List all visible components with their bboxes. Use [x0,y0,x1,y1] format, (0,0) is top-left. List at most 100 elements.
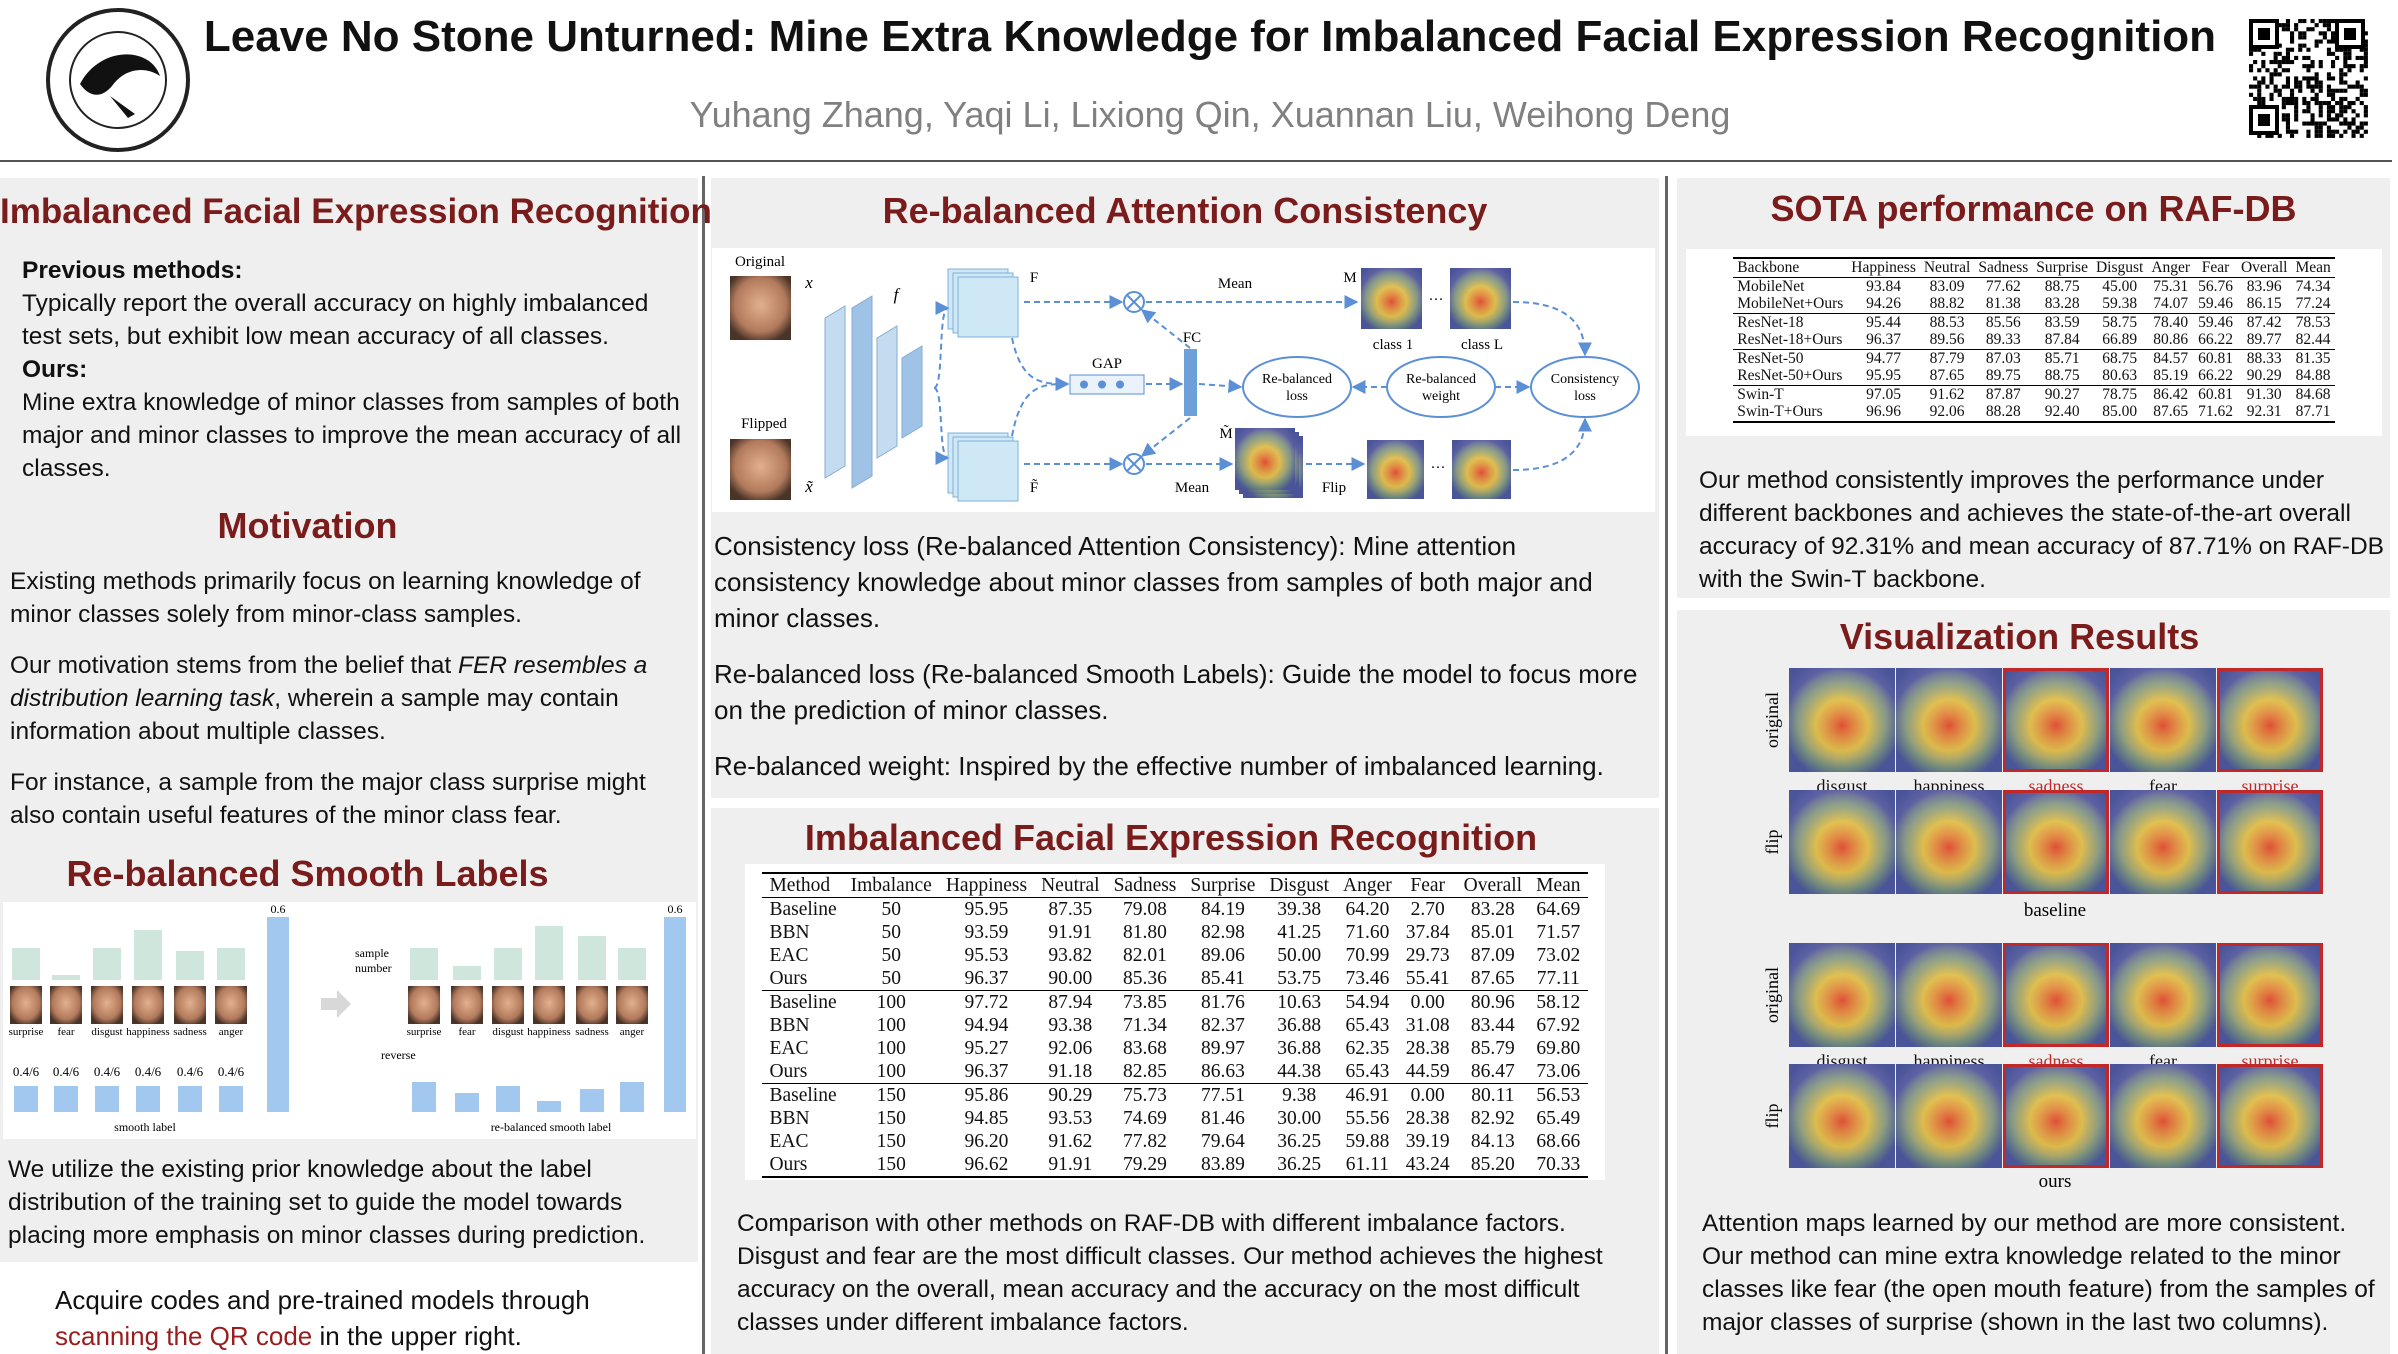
qr-module [2290,101,2295,106]
qr-module [2314,76,2319,81]
label-bar [136,1086,160,1112]
cell: 0.00 [1398,1083,1457,1107]
cell: 60.81 [2194,384,2237,403]
qr-module [2281,60,2286,65]
qr-module [2290,39,2295,44]
column-header: Backbone [1733,257,1848,278]
qr-module [2257,80,2262,85]
cell: 93.84 [1847,276,1920,295]
qr-module [2363,113,2368,118]
distribution-bar [494,948,522,980]
qr-module [2363,47,2368,52]
qr-module [2306,55,2311,60]
cell: 100 [843,990,939,1014]
cell: 44.38 [1277,1061,1322,1082]
attention-map [1789,668,1895,772]
diagram-label: Flipped [741,416,787,432]
cell: 83.59 [2032,312,2092,331]
table-row: Ours 100 96.37 91.18 82.85 86.63 44.38 65.43 44.… [762,1060,1587,1084]
qr-module [2351,133,2356,138]
diagram-label: loss [1574,389,1596,404]
row-label: flip [1762,1104,1782,1129]
attention-map [1361,268,1422,329]
qr-module [2249,64,2254,69]
qr-module [2322,121,2327,126]
qr-module [2363,88,2368,93]
cell: 80.11 [1456,1083,1530,1107]
gap-box [1069,374,1145,395]
qr-module [2326,113,2331,118]
qr-module [2318,105,2323,110]
qr-module [2343,72,2348,77]
qr-module [2249,47,2254,52]
cell: 37.84 [1405,922,1450,943]
qr-module [2318,113,2323,118]
attention-map [2217,790,2323,894]
cell: 65.49 [1536,1108,1581,1129]
qr-module [2351,121,2356,126]
qr-module [2310,27,2315,32]
table-row: MobileNet 93.84 83.09 77.62 88.75 45.00 75.31 5… [1733,276,2335,295]
qr-finder [2249,105,2279,135]
qr-module [2285,51,2290,56]
qr-module [2326,39,2331,44]
qr-module [2322,101,2327,106]
gap-cell [1116,380,1124,389]
qr-module [2351,64,2356,69]
qr-module [2347,55,2352,60]
cell: 31.08 [1405,1015,1450,1036]
cell: 150 [876,1131,906,1152]
qr-module [2331,64,2336,69]
qr-module [2326,84,2331,89]
table-row: Baseline 150 95.86 90.29 75.73 77.51 9.38 46.91… [762,1083,1588,1107]
qr-module [2351,101,2356,106]
cell: 87.84 [2044,331,2080,348]
cell: 85.79 [1470,1038,1515,1059]
diagram-label: F̃ [1030,479,1038,496]
qr-module [2298,47,2303,52]
face-image [730,276,791,340]
attention-map [1789,790,1895,894]
cell: 36.88 [1277,1038,1322,1059]
attention-map [2217,943,2323,1047]
class-label: surprise [407,1026,442,1038]
qr-module [2359,125,2364,130]
qr-module [2294,109,2299,114]
cell: 89.06 [1200,945,1245,966]
qr-module [2347,68,2352,73]
face-image [576,986,608,1024]
intro-text: Previous methods: Typically report the o… [22,254,682,485]
arrow [1198,379,1243,394]
cell: 75.31 [2147,276,2195,295]
qr-module [2306,129,2311,134]
qr-module [2298,43,2303,48]
qr-module [2306,105,2311,110]
smooth-label-figure: surprise 0.4/6 fear 0.4/6 disgust 0.4/6 happin… [3,902,696,1139]
cell: 86.15 [2246,295,2282,312]
qr-module [2285,113,2290,118]
qr-module [2318,125,2323,130]
cell: 91.62 [1048,1131,1093,1152]
qr-module [2269,60,2274,65]
qr-module [2273,88,2278,93]
qr-module [2294,55,2299,60]
qr-module [2355,80,2360,85]
attention-map [1452,440,1511,499]
qr-module [2285,76,2290,81]
qr-module [2363,39,2368,44]
class-label: happiness [126,1026,169,1038]
qr-module [2363,92,2368,97]
qr-module [2306,121,2311,126]
label-value: 0.4/6 [177,1064,204,1079]
face-image [174,986,206,1024]
label: Ours: [22,356,88,383]
qr-module [2249,84,2254,89]
qr-module [2253,47,2258,52]
cell: 74.69 [1123,1108,1167,1129]
diagram-label: F [1030,270,1038,286]
section-title: Motivation [217,505,398,546]
qr-module [2331,88,2336,93]
qr-finder [2249,19,2279,49]
qr-module [2302,43,2307,48]
qr-module [2343,55,2348,60]
